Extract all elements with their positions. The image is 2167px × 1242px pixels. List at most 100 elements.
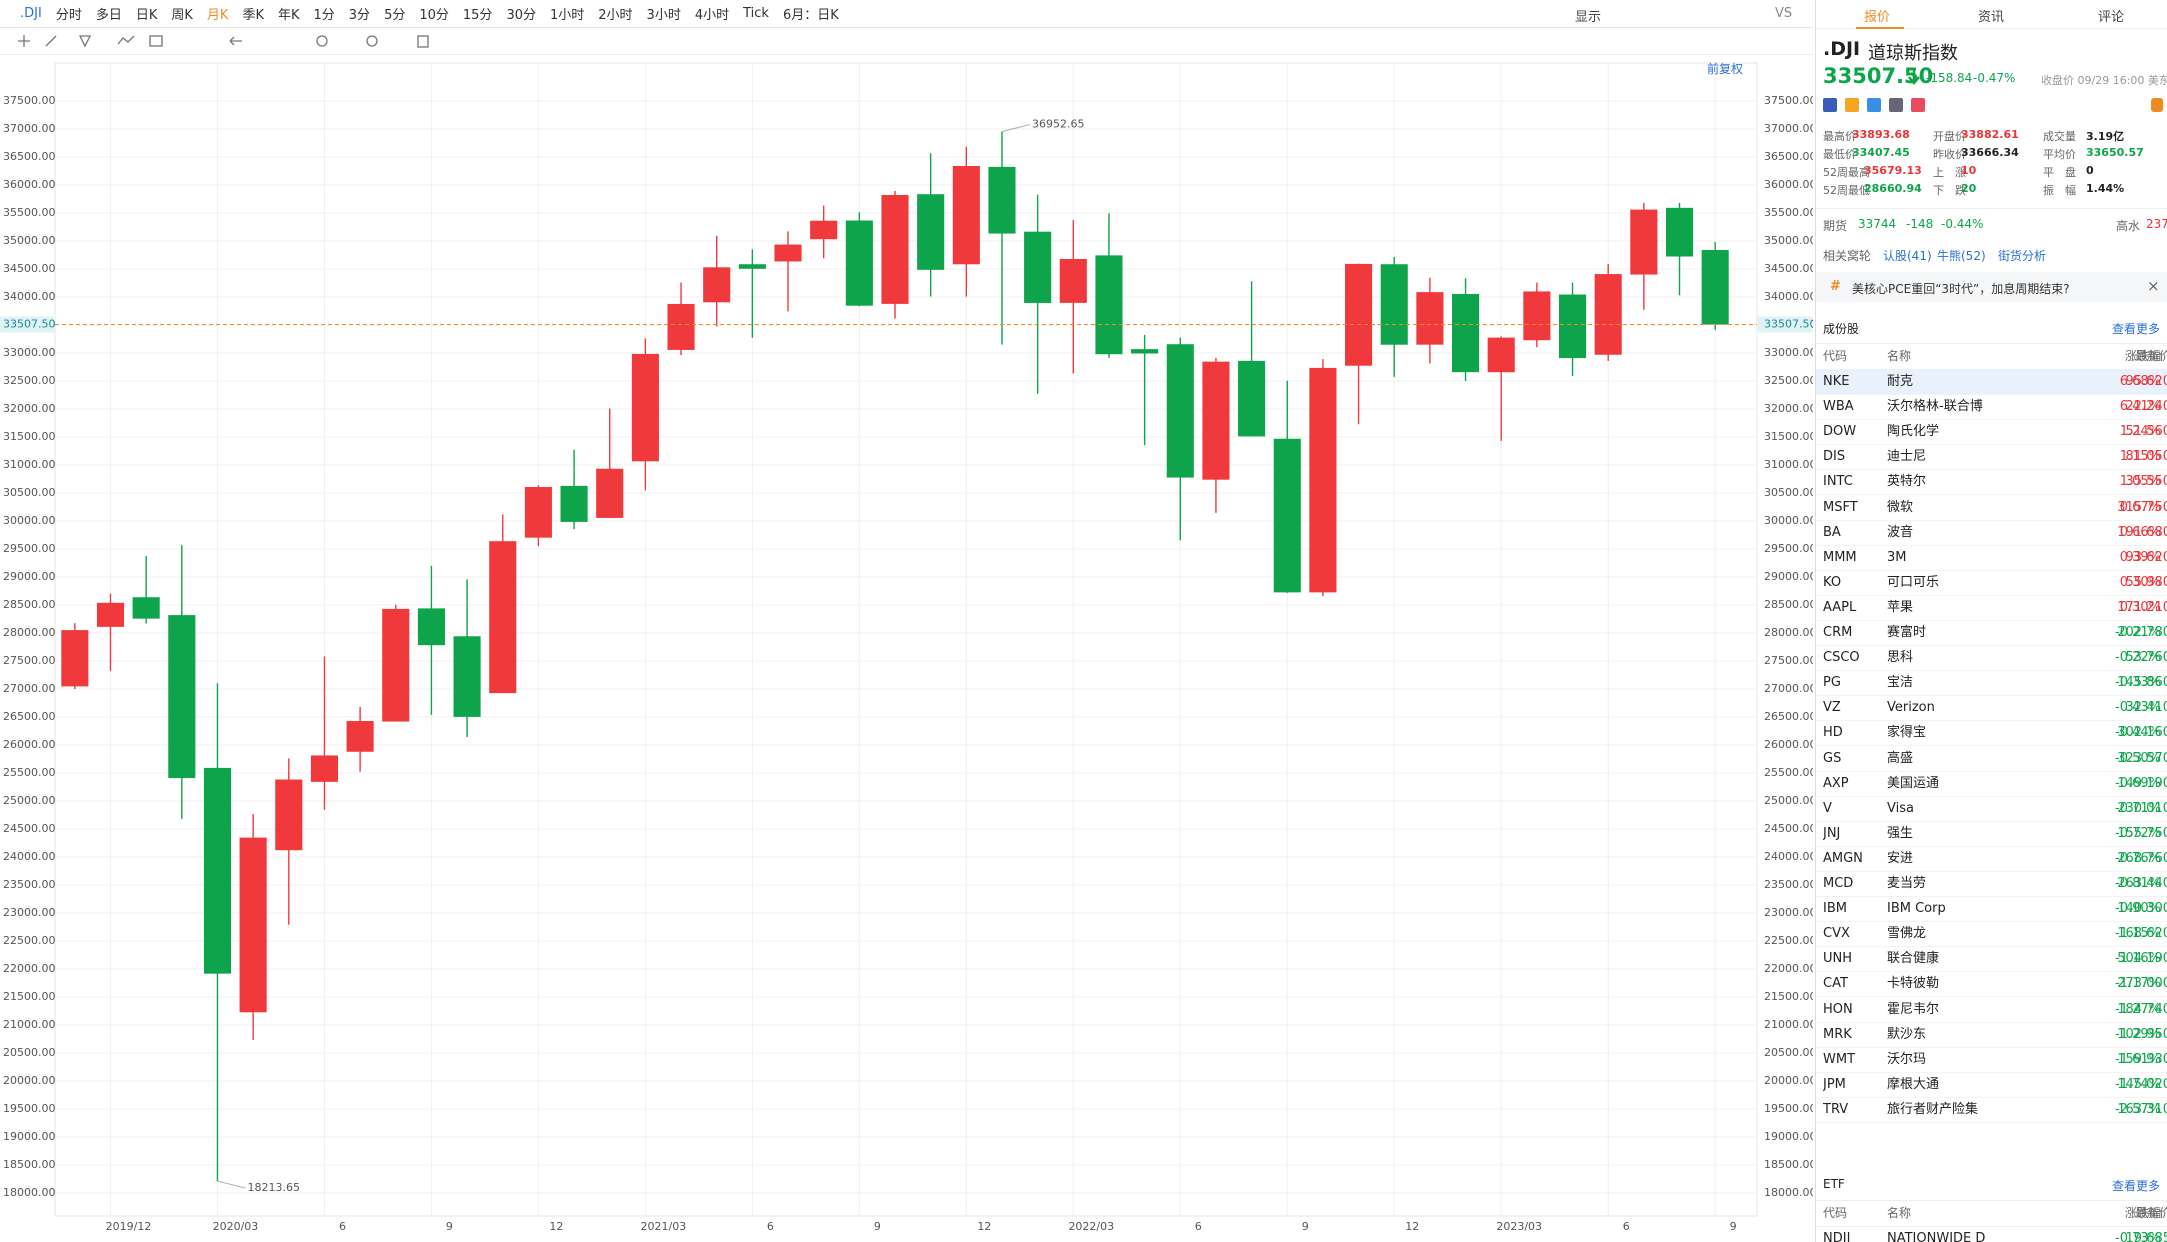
period-tab[interactable]: 1小时 [549, 8, 585, 23]
measure-icon[interactable] [149, 35, 163, 47]
stock-row[interactable]: WBA 沃尔格林-联合博 22.240 6.41% [1816, 394, 2167, 421]
y-tick-label: 35500.00 [1764, 206, 1813, 219]
stock-row[interactable]: PG 宝洁 145.860 -0.33% [1816, 670, 2167, 697]
stock-row[interactable]: CAT 卡特彼勒 273.000 -1.17% [1816, 971, 2167, 998]
code: NKE [1823, 374, 1850, 389]
code: MMM [1823, 549, 1857, 565]
tab[interactable]: 资讯 [1978, 10, 2005, 25]
code: DIS [1823, 449, 1846, 465]
period-tab[interactable]: 1分 [313, 8, 335, 23]
period-tab[interactable]: 年K [277, 8, 300, 23]
last-price: 81.050 [2125, 449, 2167, 465]
period-tab[interactable]: 3小时 [646, 8, 681, 23]
x-tick-label: 2022/03 [1068, 1220, 1114, 1233]
close-icon[interactable]: × [2147, 277, 2160, 295]
stock-row[interactable]: GS 高盛 323.570 -0.50% [1816, 746, 2167, 772]
period-tab[interactable]: 5分 [384, 8, 406, 23]
period-tab[interactable]: 6月：日K [782, 8, 839, 23]
stock-row[interactable]: UNH 联合健康 504.190 -1.16% [1816, 946, 2167, 973]
badge-icons [1823, 98, 2163, 112]
y-tick-label: 28500.00 [1764, 598, 1813, 611]
period-tab[interactable]: 季K [242, 8, 264, 23]
move-icon[interactable] [18, 35, 30, 47]
stock-row[interactable]: DOW 陶氏化学 51.560 1.24% [1816, 419, 2167, 446]
code: WBA [1823, 399, 1854, 415]
period-tab[interactable]: 15分 [462, 8, 493, 23]
vs-button[interactable]: VS [1775, 6, 1793, 21]
stock-row[interactable]: JNJ 强生 155.750 -0.72% [1816, 821, 2167, 847]
period-tab[interactable]: 4小时 [694, 8, 730, 23]
y-tick-label: 33000.00 [3, 346, 56, 359]
news-banner[interactable] [1816, 272, 2167, 302]
period-tab[interactable]: Tick [743, 6, 769, 21]
stock-row[interactable]: TRV 旅行者财产险集 163.310 -2.57% [1816, 1097, 2167, 1123]
more-link[interactable]: 查看更多 [2112, 1179, 2161, 1193]
stock-row[interactable]: CVX 雪佛龙 168.620 -1.15% [1816, 921, 2167, 948]
change-pct: 0.39% [2119, 549, 2161, 565]
undo-icon[interactable] [229, 36, 242, 46]
code: AAPL [1823, 599, 1857, 615]
warrant-link[interactable]: 牛熊(52) [1937, 249, 1986, 263]
stock-row[interactable]: HD 家得宝 302.160 -0.44% [1816, 720, 2167, 747]
code: AXP [1823, 775, 1849, 791]
stock-row[interactable]: IBM IBM Corp 140.300 -0.90% [1816, 896, 2167, 923]
stock-row[interactable]: V Visa 230.010 -0.71% [1816, 796, 2167, 822]
y-tick-label: 21500.00 [1764, 990, 1813, 1003]
stock-row[interactable]: NKE 耐克 95.620 6.68% [1816, 369, 2167, 395]
period-tab[interactable]: 多日 [95, 8, 122, 23]
stock-row[interactable]: CSCO 思科 53.760 -0.22% [1816, 645, 2167, 672]
period-tab[interactable]: 2小时 [598, 8, 633, 23]
stock-row[interactable]: BA 波音 191.680 0.66% [1816, 520, 2167, 546]
stat-label: 开盘价 [1933, 130, 1966, 143]
stock-row[interactable]: AXP 美国运通 149.190 -0.69% [1816, 771, 2167, 797]
last-price: 22.240 [2125, 399, 2167, 415]
stock-row[interactable]: MRK 默沙东 102.950 -1.29% [1816, 1022, 2167, 1048]
code: NDJI [1823, 1231, 1851, 1242]
period-tab[interactable]: 日K [135, 8, 158, 23]
period-tab[interactable]: 周K [171, 8, 193, 23]
stock-row[interactable]: INTC 英特尔 35.550 1.05% [1816, 469, 2167, 496]
x-tick-label: 6 [1195, 1220, 1202, 1233]
stat-label: 成交量 [2043, 130, 2076, 143]
stock-row[interactable]: AAPL 苹果 171.210 0.30% [1816, 595, 2167, 621]
stock-row[interactable]: DIS 迪士尼 81.050 1.15% [1816, 444, 2167, 471]
y-tick-label: 31000.00 [3, 458, 56, 471]
warrant-link[interactable]: 街货分析 [1998, 249, 2047, 263]
stock-row[interactable]: WMT 沃尔玛 159.930 -1.61% [1816, 1047, 2167, 1073]
stock-row[interactable]: KO 可口可乐 55.980 0.30% [1816, 570, 2167, 596]
display-menu[interactable]: 显示 [1575, 10, 1602, 25]
period-tab[interactable]: 月K [206, 8, 229, 23]
stock-row[interactable]: NDJI NATIONWIDE D 19.685 -0.73% [1816, 1226, 2167, 1242]
symbol-tab[interactable]: .DJI [20, 6, 42, 21]
stock-row[interactable]: MMM 3M 93.620 0.39% [1816, 545, 2167, 571]
stock-row[interactable]: AMGN 安进 268.760 -0.76% [1816, 846, 2167, 872]
tab[interactable]: 评论 [2098, 10, 2125, 25]
change-pct: -0.72% [2115, 825, 2161, 841]
magnet-icon[interactable] [316, 35, 328, 47]
period-tab[interactable]: 30分 [506, 8, 536, 23]
stock-row[interactable]: HON 霍尼韦尔 184.740 -1.27% [1816, 997, 2167, 1023]
channel-icon[interactable] [78, 35, 92, 48]
adjust-button[interactable]: 前复权 [1707, 62, 1744, 76]
column-header: 名称 [1887, 349, 1912, 363]
warrant-link[interactable]: 认股(41) [1883, 249, 1932, 263]
tab[interactable]: 报价 [1864, 10, 1891, 25]
stock-row[interactable]: JPM 摩根大通 145.020 -1.74% [1816, 1072, 2167, 1098]
stock-row[interactable]: CRM 赛富时 202.780 -0.21% [1816, 620, 2167, 646]
name: 迪士尼 [1887, 449, 1927, 465]
warrants-label: 相关窝轮 [1823, 249, 1872, 263]
more-link[interactable]: 查看更多 [2112, 322, 2161, 336]
period-tab[interactable]: 10分 [419, 8, 449, 23]
y-tick-label: 37000.00 [1764, 122, 1813, 135]
stock-row[interactable]: VZ Verizon 32.410 -0.43% [1816, 695, 2167, 722]
news-text[interactable]: 美核心PCE重回“3时代”，加息周期结束? [1852, 282, 2070, 296]
stock-row[interactable]: MSFT 微软 315.750 0.67% [1816, 495, 2167, 521]
delete-icon[interactable] [417, 35, 429, 48]
lock-icon[interactable] [366, 35, 378, 47]
period-tab[interactable]: 分时 [55, 8, 82, 23]
wave-icon[interactable] [117, 35, 135, 45]
period-tab[interactable]: 3分 [348, 8, 371, 23]
name: 沃尔玛 [1887, 1051, 1927, 1067]
stock-row[interactable]: MCD 麦当劳 263.440 -0.81% [1816, 871, 2167, 897]
line-icon[interactable] [45, 35, 57, 47]
